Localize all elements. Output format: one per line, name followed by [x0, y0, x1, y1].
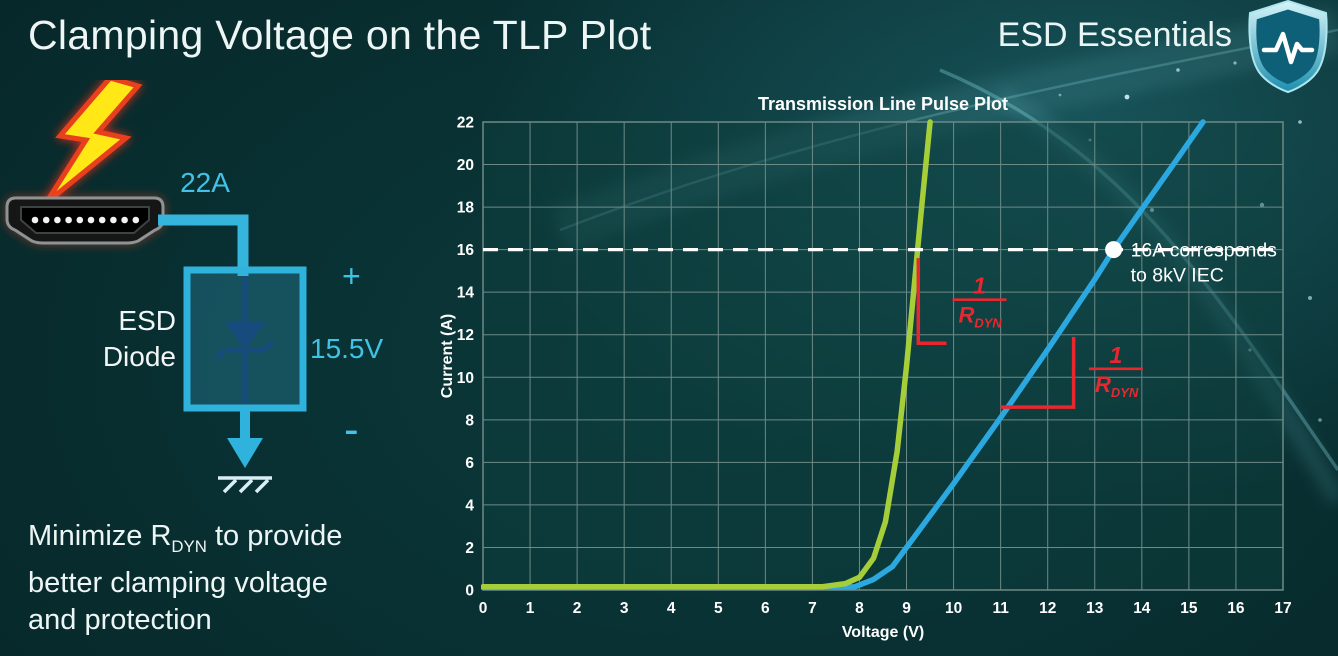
esd-diode-box: [183, 266, 307, 412]
x-axis-label: Voltage (V): [842, 624, 924, 641]
tlp-chart: 0 1 2 3 4 5 6 7 8 9 10 11 12 13 14 15 16 1702468101214161…: [440, 94, 1292, 641]
footer-line-3: and protection: [28, 603, 212, 636]
y-tick-label: 18: [457, 200, 475, 217]
rdyn-fraction-numerator: 1: [1110, 342, 1123, 368]
device-label-line2: Diode: [103, 341, 176, 372]
footer-text-post: to provide: [206, 520, 343, 552]
reference-annotation-line2: to 8kV IEC: [1131, 265, 1224, 287]
y-tick-label: 22: [457, 115, 474, 132]
device-label-line1: ESD: [118, 305, 176, 336]
footer-line-1: Minimize RDYN to provide: [28, 518, 342, 565]
y-axis-label: Current (A): [440, 314, 456, 398]
polarity-minus-label: -: [344, 405, 359, 454]
reference-annotation-line1: 16A corresponds: [1131, 240, 1278, 262]
ground-icon: [218, 408, 272, 494]
y-tick-label: 2: [465, 540, 474, 557]
reference-marker-dot: [1105, 241, 1123, 259]
x-tick-label: 9: [902, 600, 911, 617]
chart-title: Transmission Line Pulse Plot: [758, 94, 1008, 114]
y-tick-label: 4: [465, 497, 474, 514]
x-tick-label: 1: [526, 600, 535, 617]
x-tick-label: 12: [1039, 600, 1056, 617]
esd-circuit-diagram: 22A ESD Diode + 15.5V: [5, 80, 383, 494]
x-tick-label: 7: [808, 600, 817, 617]
rdyn-subscript: DYN: [171, 536, 207, 556]
swoosh-glow-right: [995, 87, 1338, 505]
slide-title: Clamping Voltage on the TLP Plot: [28, 12, 652, 58]
x-tick-label: 10: [945, 600, 962, 617]
x-tick-label: 11: [992, 600, 1009, 617]
x-tick-label: 8: [855, 600, 864, 617]
footer-note: Minimize RDYN to provide better clamping…: [28, 518, 342, 639]
x-tick-label: 6: [761, 600, 770, 617]
slope-indicator: [916, 258, 947, 345]
zener-diode-symbol: [215, 276, 275, 404]
footer-text-pre: Minimize R: [28, 520, 172, 552]
x-tick-label: 15: [1180, 600, 1198, 617]
footer-line-2: better clamping voltage: [28, 566, 328, 599]
y-tick-label: 14: [457, 285, 475, 302]
x-tick-label: 16: [1227, 600, 1245, 617]
circuit-wire: [158, 214, 249, 276]
lightning-bolt-icon: [43, 80, 143, 205]
y-tick-label: 8: [465, 412, 474, 429]
x-tick-label: 5: [714, 600, 723, 617]
x-tick-label: 13: [1086, 600, 1104, 617]
shield-logo-icon: [1248, 0, 1328, 94]
x-tick-label: 14: [1133, 600, 1151, 617]
x-tick-label: 0: [479, 600, 488, 617]
y-tick-label: 6: [465, 455, 474, 472]
x-tick-label: 2: [573, 600, 582, 617]
brand-text: ESD Essentials: [997, 16, 1232, 54]
x-tick-label: 4: [667, 600, 676, 617]
plot-border: [482, 121, 1284, 591]
y-tick-label: 10: [457, 370, 474, 387]
clamp-voltage-label: 15.5V: [310, 333, 383, 364]
x-tick-label: 17: [1274, 600, 1291, 617]
connector-icon: [5, 196, 165, 245]
pulse-waveform-icon: [1261, 31, 1315, 65]
surge-current-label: 22A: [180, 167, 230, 198]
y-tick-label: 16: [457, 242, 475, 259]
series-high-rdyn-device-blue: [481, 119, 1206, 591]
y-tick-label: 20: [457, 157, 474, 174]
polarity-plus-label: +: [342, 258, 361, 294]
y-tick-label: 12: [457, 327, 474, 344]
slope-indicator: [1000, 336, 1076, 409]
rdyn-fraction-numerator: 1: [973, 273, 986, 299]
connector-pins: [31, 216, 140, 224]
x-tick-label: 3: [620, 600, 629, 617]
y-tick-label: 0: [465, 583, 474, 600]
series-low-rdyn-esd-diode-green: [481, 119, 933, 590]
